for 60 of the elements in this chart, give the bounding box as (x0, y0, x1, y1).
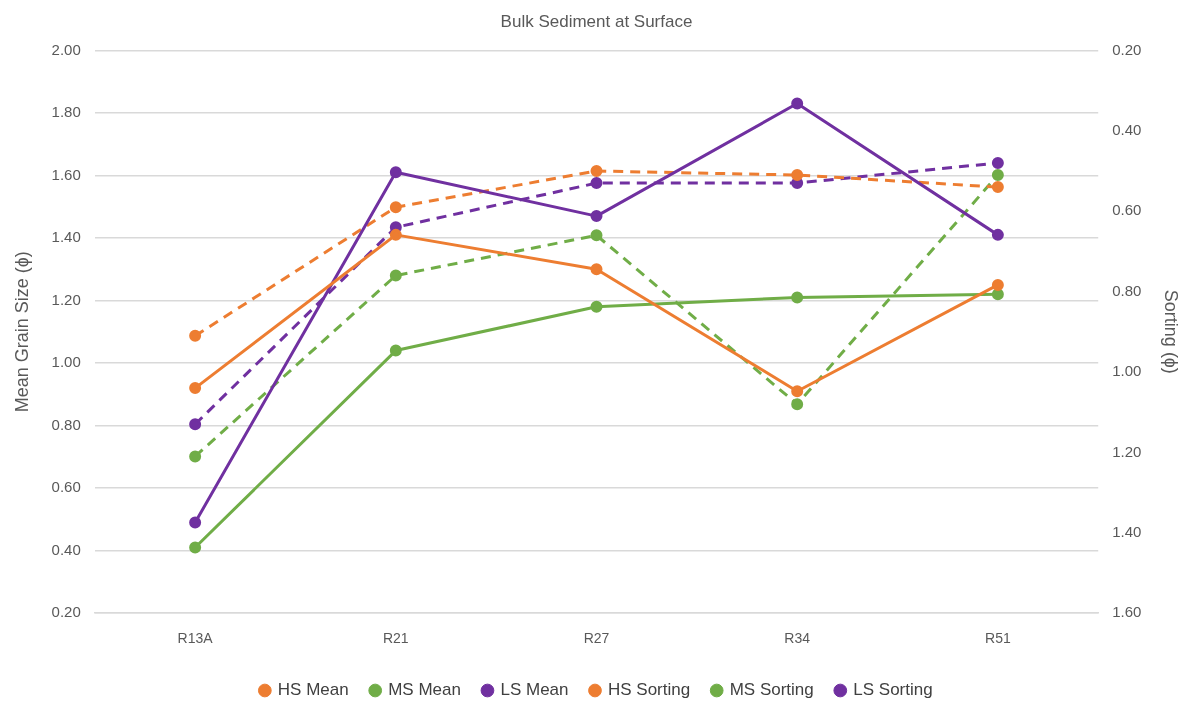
point (991, 288, 1004, 301)
y-tick-label: 1.40 (51, 228, 81, 246)
point (389, 228, 402, 241)
point (991, 169, 1004, 182)
legend-label: LS Sorting (853, 680, 933, 700)
y-tick-label: 1.20 (51, 290, 81, 308)
legend-label: HS Mean (277, 680, 349, 700)
y-tick-label: 0.20 (51, 603, 81, 621)
chart-title: Bulk Sediment at Surface (500, 11, 693, 31)
point (590, 300, 603, 313)
y-tick-label: 0.60 (51, 478, 81, 496)
point (389, 344, 402, 357)
point (791, 385, 804, 398)
y-tick-label: 1.80 (51, 103, 81, 121)
y2-tick-label: 1.60 (1112, 603, 1142, 621)
y-axis-title: Mean Grain Size (ɸ) (11, 251, 32, 413)
point (389, 201, 402, 214)
y2-tick-label: 1.00 (1112, 362, 1142, 380)
point (791, 169, 804, 182)
y2-tick-label: 0.80 (1112, 281, 1142, 299)
y2-axis-title: Sorting (ɸ) (1161, 289, 1182, 374)
y2-tick-label: 1.40 (1112, 522, 1142, 540)
y-tick-label: 2.00 (51, 40, 81, 58)
point (791, 398, 804, 411)
legend-label: LS Mean (500, 680, 569, 700)
point (389, 166, 402, 179)
point (590, 165, 603, 177)
x-tick-label: R27 (583, 630, 610, 647)
point (189, 450, 202, 463)
point (791, 291, 804, 304)
point (590, 263, 603, 276)
x-tick-label: R51 (985, 630, 1011, 647)
point (991, 156, 1004, 169)
point (189, 541, 202, 554)
point (991, 181, 1004, 194)
y2-tick-label: 0.60 (1112, 201, 1142, 219)
point (590, 177, 603, 190)
point (991, 228, 1004, 241)
point (590, 229, 603, 242)
x-tick-label: R21 (382, 630, 409, 647)
y2-tick-label: 1.20 (1112, 442, 1142, 460)
x-tick-label: R34 (784, 630, 811, 647)
y-tick-label: 0.40 (51, 540, 81, 558)
y-tick-label: 1.60 (51, 165, 81, 183)
y-tick-label: 0.80 (51, 415, 81, 433)
y-tick-label: 1.00 (51, 353, 81, 371)
y2-tick-label: 0.20 (1112, 40, 1142, 58)
point (590, 210, 603, 223)
y2-tick-label: 0.40 (1112, 120, 1142, 138)
point (189, 329, 202, 342)
legend-label: MS Mean (388, 680, 461, 700)
point (791, 97, 804, 110)
legend-label: MS Sorting (729, 680, 814, 700)
point (389, 269, 402, 282)
legend-label: HS Sorting (607, 680, 691, 700)
point (991, 278, 1004, 291)
point (189, 516, 202, 529)
point (189, 418, 202, 431)
point (189, 382, 202, 395)
x-tick-label: R13A (177, 630, 214, 647)
